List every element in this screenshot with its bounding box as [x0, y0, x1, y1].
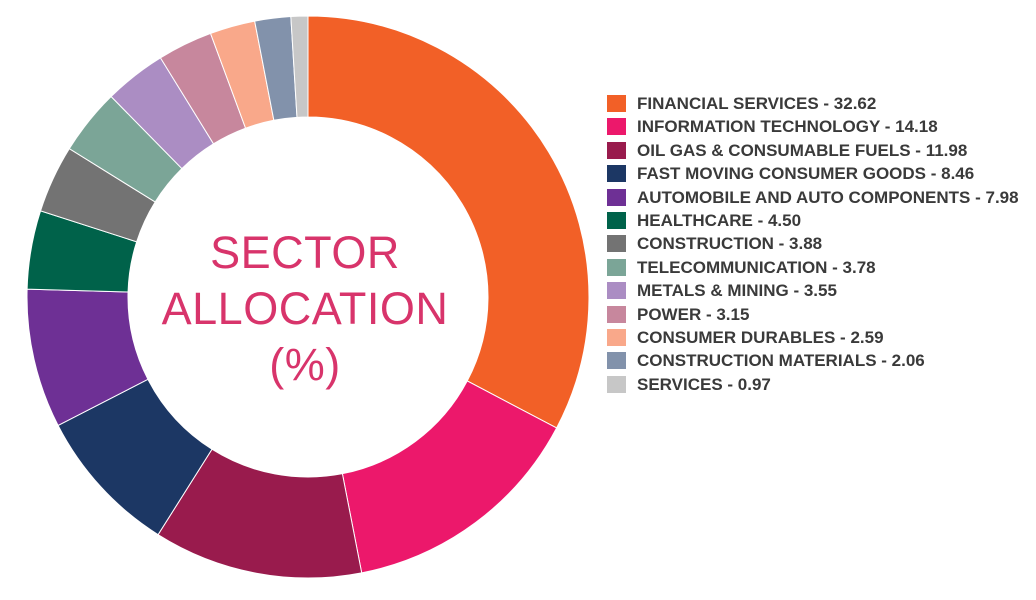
legend-item-0: FINANCIAL SERVICES - 32.62	[607, 92, 1032, 115]
legend-swatch-9	[607, 305, 626, 323]
legend-swatch-10	[607, 329, 626, 347]
legend-swatch-11	[607, 352, 626, 370]
legend-item-11: CONSTRUCTION MATERIALS - 2.06	[607, 349, 1032, 372]
sector-allocation-chart: SECTOR ALLOCATION (%)	[26, 15, 590, 579]
legend-item-4: AUTOMOBILE AND AUTO COMPONENTS - 7.98	[607, 186, 1032, 209]
legend-swatch-3	[607, 165, 626, 183]
chart-title-line-3: (%)	[269, 339, 341, 390]
legend-item-12: SERVICES - 0.97	[607, 373, 1032, 396]
legend-label-11: CONSTRUCTION MATERIALS - 2.06	[637, 351, 925, 371]
legend-label-6: CONSTRUCTION - 3.88	[637, 234, 823, 254]
legend-label-9: POWER - 3.15	[637, 304, 750, 324]
legend-label-4: AUTOMOBILE AND AUTO COMPONENTS - 7.98	[637, 187, 1019, 207]
legend-swatch-0	[607, 95, 626, 112]
legend-label-2: OIL GAS & CONSUMABLE FUELS - 11.98	[637, 140, 968, 160]
chart-title: SECTOR ALLOCATION (%)	[145, 225, 465, 393]
legend-label-7: TELECOMMUNICATION - 3.78	[637, 257, 876, 277]
legend-label-1: INFORMATION TECHNOLOGY - 14.18	[637, 117, 938, 137]
legend-item-5: HEALTHCARE - 4.50	[607, 209, 1032, 232]
chart-title-line-2: ALLOCATION	[161, 283, 449, 334]
donut-slice-0	[307, 15, 590, 429]
legend-swatch-8	[607, 282, 626, 300]
donut-chart	[26, 15, 590, 579]
chart-title-line-1: SECTOR	[210, 227, 400, 278]
legend-item-2: OIL GAS & CONSUMABLE FUELS - 11.98	[607, 139, 1032, 162]
legend-item-9: POWER - 3.15	[607, 303, 1032, 326]
legend-label-12: SERVICES - 0.97	[637, 374, 771, 394]
legend-swatch-2	[607, 141, 626, 159]
legend-label-5: HEALTHCARE - 4.50	[637, 211, 802, 231]
legend-swatch-4	[607, 188, 626, 206]
legend-item-1: INFORMATION TECHNOLOGY - 14.18	[607, 115, 1032, 138]
donut-slices	[26, 15, 590, 579]
legend-swatch-12	[607, 375, 626, 393]
legend-swatch-6	[607, 235, 626, 253]
legend: FINANCIAL SERVICES - 32.62 INFORMATION TE…	[607, 92, 1032, 396]
legend-swatch-1	[607, 118, 626, 136]
legend-item-6: CONSTRUCTION - 3.88	[607, 232, 1032, 255]
legend-item-3: FAST MOVING CONSUMER GOODS - 8.46	[607, 162, 1032, 185]
legend-item-7: TELECOMMUNICATION - 3.78	[607, 256, 1032, 279]
legend-swatch-5	[607, 212, 626, 230]
legend-label-0: FINANCIAL SERVICES - 32.62	[637, 94, 877, 113]
legend-item-10: CONSUMER DURABLES - 2.59	[607, 326, 1032, 349]
donut-slice-12	[290, 15, 309, 118]
legend-swatch-7	[607, 258, 626, 276]
legend-label-10: CONSUMER DURABLES - 2.59	[637, 328, 884, 348]
legend-label-8: METALS & MINING - 3.55	[637, 281, 837, 301]
legend-label-3: FAST MOVING CONSUMER GOODS - 8.46	[637, 164, 975, 184]
legend-item-8: METALS & MINING - 3.55	[607, 279, 1032, 302]
